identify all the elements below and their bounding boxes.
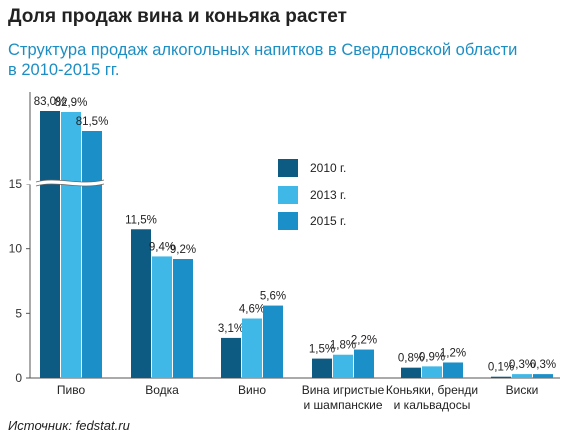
x-tick-label: Виски [506,383,539,397]
data-label: 11,5% [125,214,157,226]
legend-label: 2013 г. [310,188,346,202]
legend-swatch [278,212,298,230]
x-tick-label: Водка [145,383,179,397]
data-label: 82,9% [55,97,88,109]
data-label: 0,8% [398,353,424,365]
bar [491,376,511,378]
x-tick-label: и кальвадосы [394,398,471,412]
bar [512,374,532,378]
bar [422,366,442,378]
data-label: 9,4% [149,241,175,253]
bar [333,354,353,378]
data-label: 0,3% [530,359,556,371]
bar [173,259,193,378]
data-label: 1,8% [330,340,356,352]
bar [61,112,81,378]
bar [443,362,463,378]
data-label: 2,2% [351,335,377,347]
data-label: 9,2% [170,244,196,256]
legend-swatch [278,186,298,204]
chart-subtitle-line2: в 2010-2015 гг. [8,61,120,79]
y-tick-label: 15 [9,177,23,191]
axis-break-mark-axis [22,180,34,187]
axis-break-mark-bars [36,180,104,186]
bar [131,229,151,378]
bar [242,318,262,378]
data-label: 81,5% [76,116,109,128]
bar [40,111,60,378]
y-tick-label: 5 [15,306,22,320]
bar [263,305,283,378]
bar [354,349,374,378]
bar [533,374,553,378]
y-tick-label: 10 [9,242,23,256]
page-title: Доля продаж вина и коньяка растет [8,6,347,27]
bar [221,337,241,378]
bar [401,367,421,378]
x-tick-label: Пиво [57,383,86,397]
source-note: Источник: fedstat.ru [8,418,130,433]
bar [152,256,172,378]
chart-subtitle: Структура продаж алкогольных напитков в … [8,40,563,80]
x-tick-label: Коньяки, бренди [386,383,478,397]
data-label: 3,1% [218,323,244,335]
legend-label: 2015 г. [310,214,346,228]
y-tick-label: 0 [15,371,22,385]
data-label: 0,9% [419,351,445,363]
chart-subtitle-line1: Структура продаж алкогольных напитков в … [8,41,518,59]
x-tick-label: Вина игристые [302,383,385,397]
bar [82,131,102,378]
data-label: 0,1% [488,362,514,374]
x-tick-label: и шампанские [303,398,382,412]
data-label: 0,3% [509,359,535,371]
axis-break-line-bottom [35,183,105,187]
legend-label: 2010 г. [310,161,346,175]
axis-break-line-top [35,179,105,183]
bar [312,358,332,378]
data-label: 5,6% [260,291,286,303]
legend-swatch [278,159,298,177]
x-tick-label: Вино [238,383,266,397]
data-label: 83,0% [34,96,67,108]
data-label: 4,6% [239,304,265,316]
data-label: 1,5% [309,344,335,356]
data-label: 1,2% [440,347,466,359]
